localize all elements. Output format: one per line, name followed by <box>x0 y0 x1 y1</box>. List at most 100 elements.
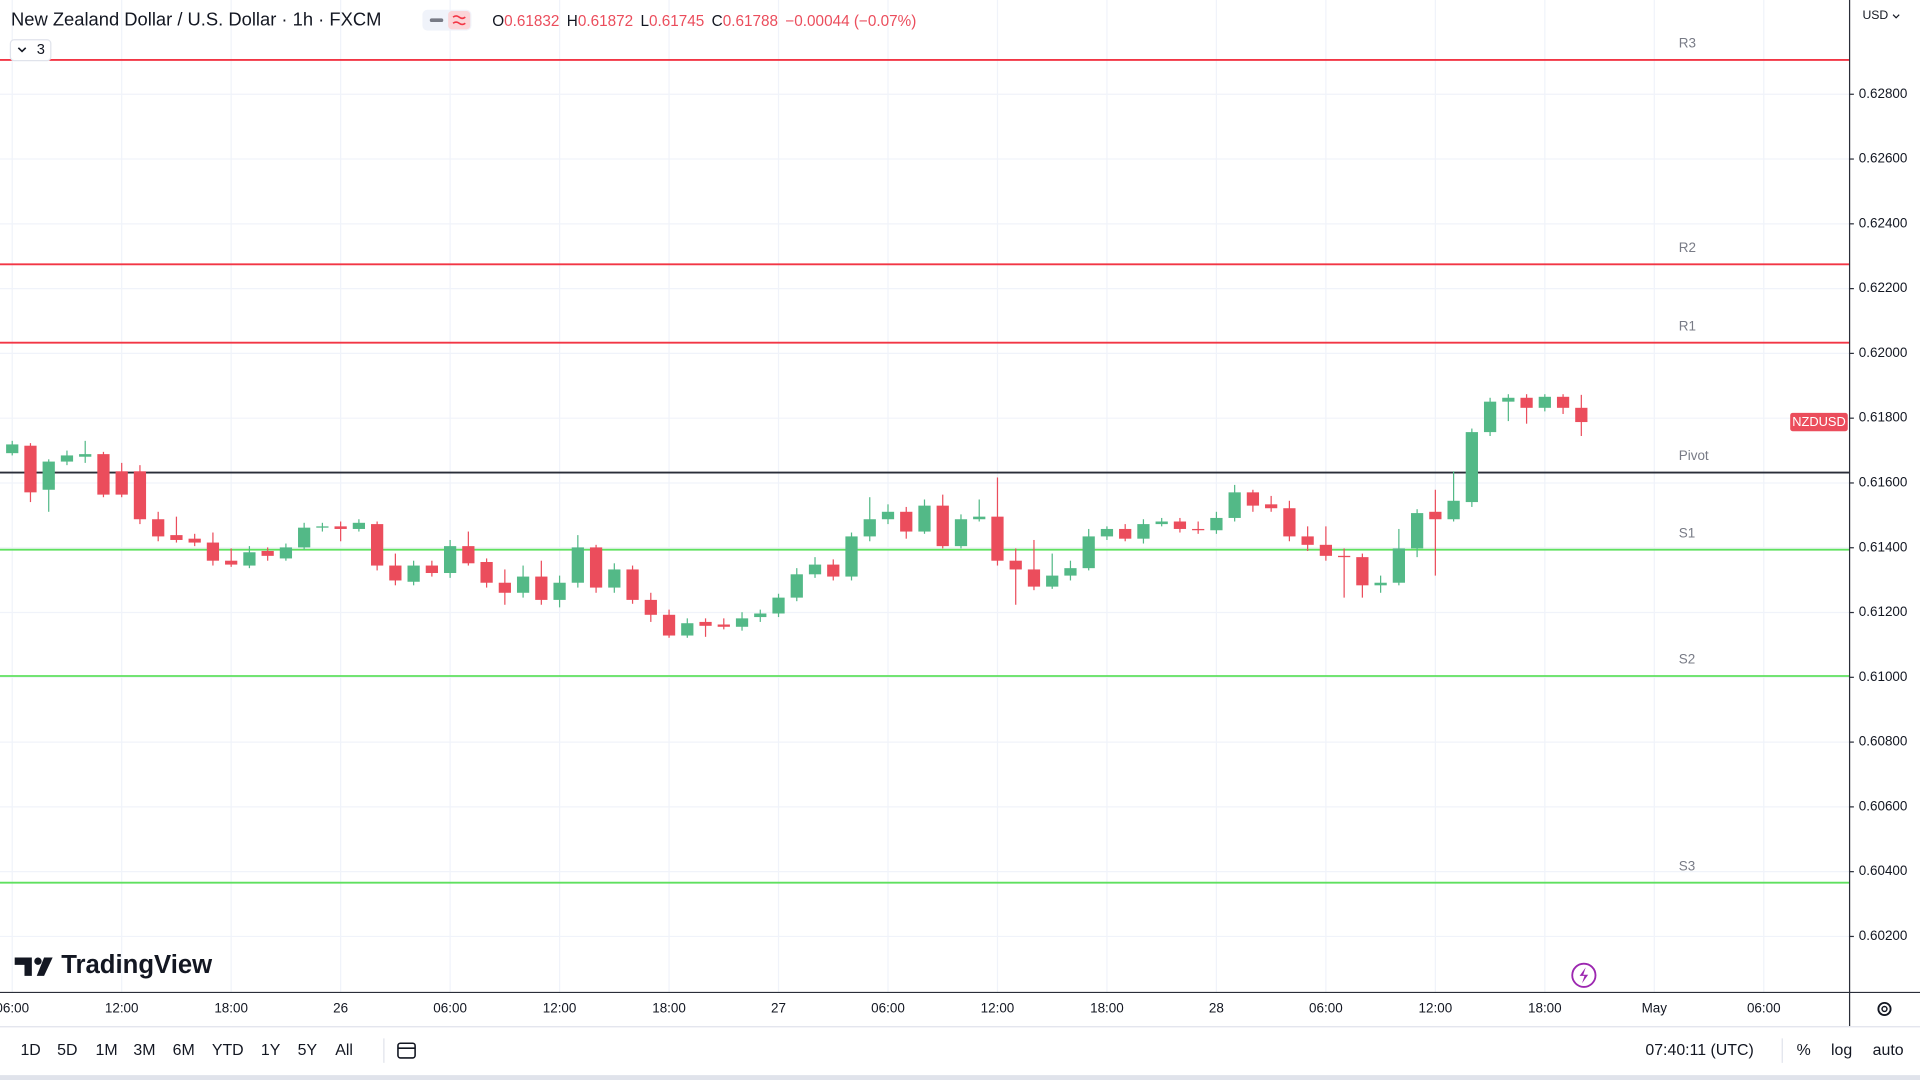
ohlc-letter: H <box>567 13 578 30</box>
candle-body <box>79 454 92 457</box>
candle-body <box>589 547 603 588</box>
ohlc-value: 0.61872 <box>578 13 633 30</box>
range-button[interactable]: 5Y <box>298 1042 318 1059</box>
scale-button[interactable]: % <box>1797 1042 1811 1059</box>
chart-title: New Zealand Dollar / U.S. Dollar · 1h · … <box>11 9 381 30</box>
candle-body <box>1319 544 1333 556</box>
candle-body <box>662 614 676 636</box>
x-tick-label: 06:00 <box>0 1001 29 1016</box>
y-tick-label: 0.60800 <box>1859 734 1908 749</box>
candle-body <box>152 519 165 537</box>
candle-body <box>1210 517 1223 531</box>
candle-body <box>1119 528 1132 539</box>
candle-body <box>1155 521 1168 525</box>
y-tick-label: 0.60400 <box>1859 863 1908 878</box>
compare-glyph <box>452 15 466 26</box>
candle-body <box>1338 555 1351 558</box>
goto-date-icon[interactable] <box>397 1042 416 1059</box>
level-label: S2 <box>1679 652 1695 667</box>
candle-body <box>1447 500 1460 520</box>
candle-body <box>954 519 968 547</box>
candle-body <box>1009 560 1022 570</box>
candle-body <box>973 516 986 520</box>
candle-body <box>243 552 256 566</box>
candle-body <box>462 546 475 564</box>
level-label: R2 <box>1679 240 1696 255</box>
candle-body <box>900 511 913 532</box>
bottom-strip <box>0 1075 1920 1080</box>
range-button[interactable]: 6M <box>173 1042 195 1059</box>
range-button[interactable]: 5D <box>57 1042 77 1059</box>
level-label: Pivot <box>1679 448 1709 463</box>
clock: 07:40:11 (UTC) <box>1645 1042 1753 1059</box>
x-tick-label: 18:00 <box>652 1001 686 1016</box>
logo-icon <box>14 957 53 976</box>
x-tick-label: 26 <box>333 1001 348 1016</box>
candle-body <box>936 505 949 547</box>
candle-body <box>261 550 274 556</box>
candle-body <box>881 511 895 520</box>
x-tick-label: 12:00 <box>981 1001 1015 1016</box>
chevron <box>17 47 27 53</box>
candle-body <box>1502 397 1515 402</box>
candle-body <box>188 538 201 543</box>
candle-body <box>1100 528 1114 537</box>
y-tick-label: 0.62600 <box>1859 151 1908 166</box>
candle-body <box>1137 524 1150 539</box>
ohlc-letter: O <box>492 13 504 30</box>
candle-body <box>790 574 803 598</box>
candle-body <box>60 455 74 462</box>
range-button[interactable]: 1M <box>95 1042 117 1059</box>
candle-body <box>498 582 511 593</box>
candle-body <box>24 445 37 493</box>
candle-body <box>808 564 822 575</box>
candle-body <box>1082 536 1095 569</box>
candle-body <box>443 546 457 574</box>
candle-body <box>1064 568 1077 576</box>
candle-body <box>717 624 730 627</box>
currency-label[interactable]: USD <box>1862 8 1888 22</box>
y-tick-label: 0.60200 <box>1859 928 1908 943</box>
candle-body <box>516 576 530 593</box>
compare-icon[interactable] <box>448 11 471 30</box>
range-button[interactable]: 1D <box>20 1042 40 1059</box>
candle-body <box>115 471 128 495</box>
ohlc-letter: L <box>641 13 650 30</box>
range-button[interactable]: YTD <box>212 1042 244 1059</box>
candle-body <box>389 565 402 581</box>
x-tick-label: 12:00 <box>543 1001 577 1016</box>
candle-body <box>1575 407 1588 423</box>
candles <box>6 394 1588 638</box>
settings-icon[interactable] <box>1877 1001 1892 1017</box>
level-label: R1 <box>1679 318 1696 333</box>
y-tick-label: 0.62200 <box>1859 280 1908 295</box>
currency-chevron <box>1892 14 1900 19</box>
y-tick-label: 0.60600 <box>1859 798 1908 813</box>
ohlc-letter: C <box>712 13 723 30</box>
range-button[interactable]: 1Y <box>261 1042 281 1059</box>
candle-body <box>1046 575 1059 587</box>
range-button[interactable]: All <box>335 1042 353 1059</box>
y-tick-label: 0.61400 <box>1859 539 1908 554</box>
ohlc-change: −0.00044 (−0.07%) <box>785 13 916 30</box>
candle-body <box>225 560 238 565</box>
scale-button[interactable]: auto <box>1873 1042 1904 1059</box>
x-tick-label: 18:00 <box>214 1001 248 1016</box>
candle-body <box>1283 508 1296 537</box>
candle-body <box>1173 521 1187 529</box>
range-button[interactable]: 3M <box>133 1042 155 1059</box>
candle-body <box>1465 432 1478 503</box>
pivot-levels: R3 R2 R1 Pivot S1 S2 S3 <box>0 36 1849 884</box>
candle-body <box>772 597 785 614</box>
indicator-toggle[interactable] <box>9 39 52 62</box>
symbol-label: NZDUSD <box>1792 414 1846 429</box>
candle-body <box>425 565 438 574</box>
level-label: S1 <box>1679 525 1695 540</box>
symbol-badge <box>1790 412 1848 432</box>
x-tick-label: 18:00 <box>1090 1001 1124 1016</box>
candle-body <box>334 526 347 529</box>
candle-body <box>1228 492 1241 518</box>
scale-button[interactable]: log <box>1831 1042 1852 1059</box>
level-label: S3 <box>1679 858 1695 873</box>
